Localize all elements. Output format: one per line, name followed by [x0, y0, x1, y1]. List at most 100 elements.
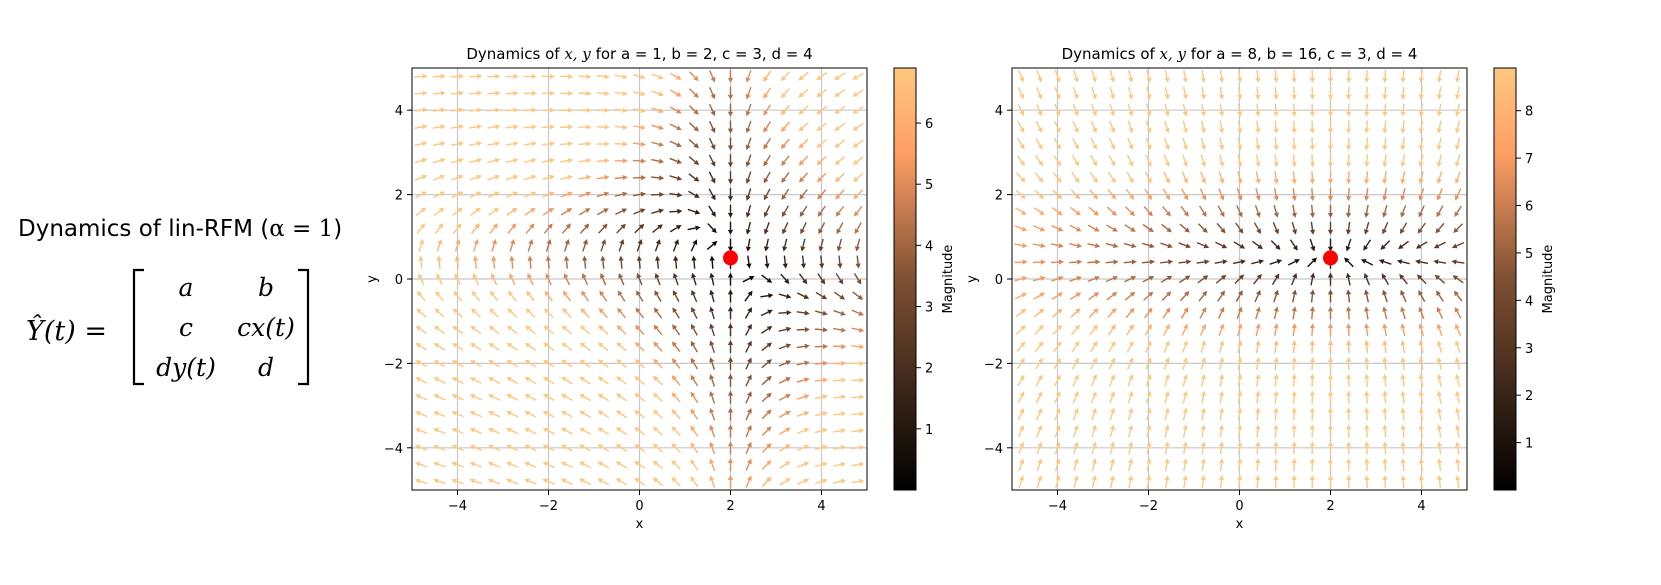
- arrow-head: [1416, 274, 1423, 280]
- arrow-head: [601, 239, 607, 245]
- arrow-shaft: [1237, 412, 1241, 421]
- arrow-shaft: [1163, 327, 1169, 336]
- arrow-head: [451, 394, 458, 399]
- arrow-head: [1327, 111, 1334, 117]
- arrow-shaft: [1017, 138, 1023, 146]
- arrow-head: [1273, 111, 1279, 117]
- arrow-head: [1075, 292, 1082, 298]
- arrow-shaft: [1146, 69, 1150, 79]
- arrow-shaft: [1127, 395, 1132, 404]
- arrow-head: [1382, 145, 1388, 151]
- arrow-head: [1128, 407, 1134, 414]
- arrow-shaft: [487, 176, 496, 181]
- arrow-shaft: [1091, 479, 1095, 489]
- arrow-head: [1345, 229, 1352, 235]
- arrow-shaft: [1146, 412, 1150, 421]
- arrow-head: [1454, 211, 1460, 218]
- arrow-head: [1237, 290, 1243, 296]
- arrow-shaft: [510, 328, 518, 335]
- arrow-head: [1345, 272, 1351, 278]
- arrow-shaft: [1217, 205, 1223, 214]
- arrow-head: [1055, 391, 1061, 397]
- arrow-head: [1291, 339, 1297, 346]
- colorbar-tick-label: 6: [1525, 200, 1533, 215]
- arrow-head: [438, 207, 445, 213]
- arrow-head: [1237, 195, 1243, 201]
- arrow-shaft: [1256, 395, 1259, 404]
- arrow-head: [710, 76, 716, 83]
- arrow-shaft: [711, 412, 716, 421]
- arrow-shaft: [1237, 344, 1241, 354]
- arrow-head: [763, 228, 769, 235]
- arrow-shaft: [564, 463, 573, 469]
- arrow-head: [1219, 340, 1225, 346]
- colorbar-tick-label: 1: [925, 423, 933, 438]
- arrow-head: [622, 107, 628, 113]
- arrow-head: [548, 207, 554, 213]
- arrow-head: [433, 360, 440, 365]
- arrow-shaft: [690, 243, 696, 252]
- arrow-shaft: [820, 222, 826, 231]
- arrow-head: [766, 476, 772, 483]
- arrow-head: [1091, 458, 1097, 464]
- arrow-head: [1309, 407, 1315, 413]
- arrow-head: [1382, 178, 1388, 185]
- y-tick-label: 0: [395, 273, 403, 288]
- arrow-shaft: [1160, 261, 1169, 264]
- arrow-shaft: [1145, 361, 1150, 370]
- arrow-head: [1291, 306, 1297, 312]
- arrow-shaft: [546, 429, 555, 435]
- arrow-shaft: [1141, 261, 1151, 264]
- arrow-head: [563, 255, 570, 261]
- arrow-head: [1055, 127, 1061, 133]
- x-tick-label: 0: [1235, 499, 1243, 514]
- arrow-shaft: [778, 293, 787, 297]
- arrow-head: [561, 393, 567, 399]
- arrow-head: [1146, 441, 1152, 447]
- arrow-shaft: [1178, 242, 1187, 247]
- arrow-head: [1149, 259, 1156, 265]
- arrow-shaft: [618, 243, 623, 252]
- arrow-head: [1382, 195, 1388, 202]
- arrow-head: [440, 124, 446, 130]
- arrow-shaft: [1016, 172, 1023, 180]
- arrow-head: [1345, 306, 1352, 312]
- arrow-head: [1112, 276, 1119, 281]
- arrow-head: [622, 141, 628, 147]
- arrow-shaft: [541, 143, 551, 146]
- arrow-head: [472, 255, 479, 261]
- arrow-shaft: [436, 243, 441, 252]
- arrow-shaft: [1292, 328, 1295, 337]
- arrow-head: [1327, 339, 1334, 345]
- arrow-shaft: [1107, 327, 1114, 336]
- arrow-head: [1400, 306, 1406, 313]
- arrow-shaft: [1051, 207, 1060, 213]
- arrow-head: [524, 377, 531, 382]
- arrow-head: [781, 160, 787, 166]
- arrow-head: [1184, 227, 1190, 233]
- arrow-shaft: [619, 395, 628, 402]
- arrow-shaft: [656, 260, 660, 269]
- arrow-shaft: [1438, 378, 1442, 387]
- arrow-shaft: [487, 142, 496, 146]
- arrow-head: [1382, 424, 1388, 430]
- arrow-shaft: [779, 480, 787, 486]
- arrow-head: [470, 342, 476, 348]
- arrow-shaft: [492, 345, 500, 351]
- arrow-head: [672, 324, 678, 330]
- arrow-shaft: [1219, 361, 1223, 370]
- arrow-head: [1309, 356, 1315, 362]
- arrow-shaft: [1274, 86, 1277, 95]
- arrow-head: [422, 107, 428, 113]
- arrow-shaft: [1366, 120, 1369, 129]
- arrow-head: [1020, 210, 1027, 216]
- arrow-head: [727, 128, 734, 134]
- arrow-head: [487, 427, 494, 433]
- arrow-shaft: [433, 209, 441, 216]
- arrow-head: [709, 340, 715, 346]
- colorbar-tick-label: 5: [925, 178, 933, 193]
- arrow-head: [420, 207, 427, 213]
- arrow-head: [542, 427, 549, 433]
- arrow-head: [415, 377, 421, 382]
- arrow-shaft: [1456, 86, 1460, 95]
